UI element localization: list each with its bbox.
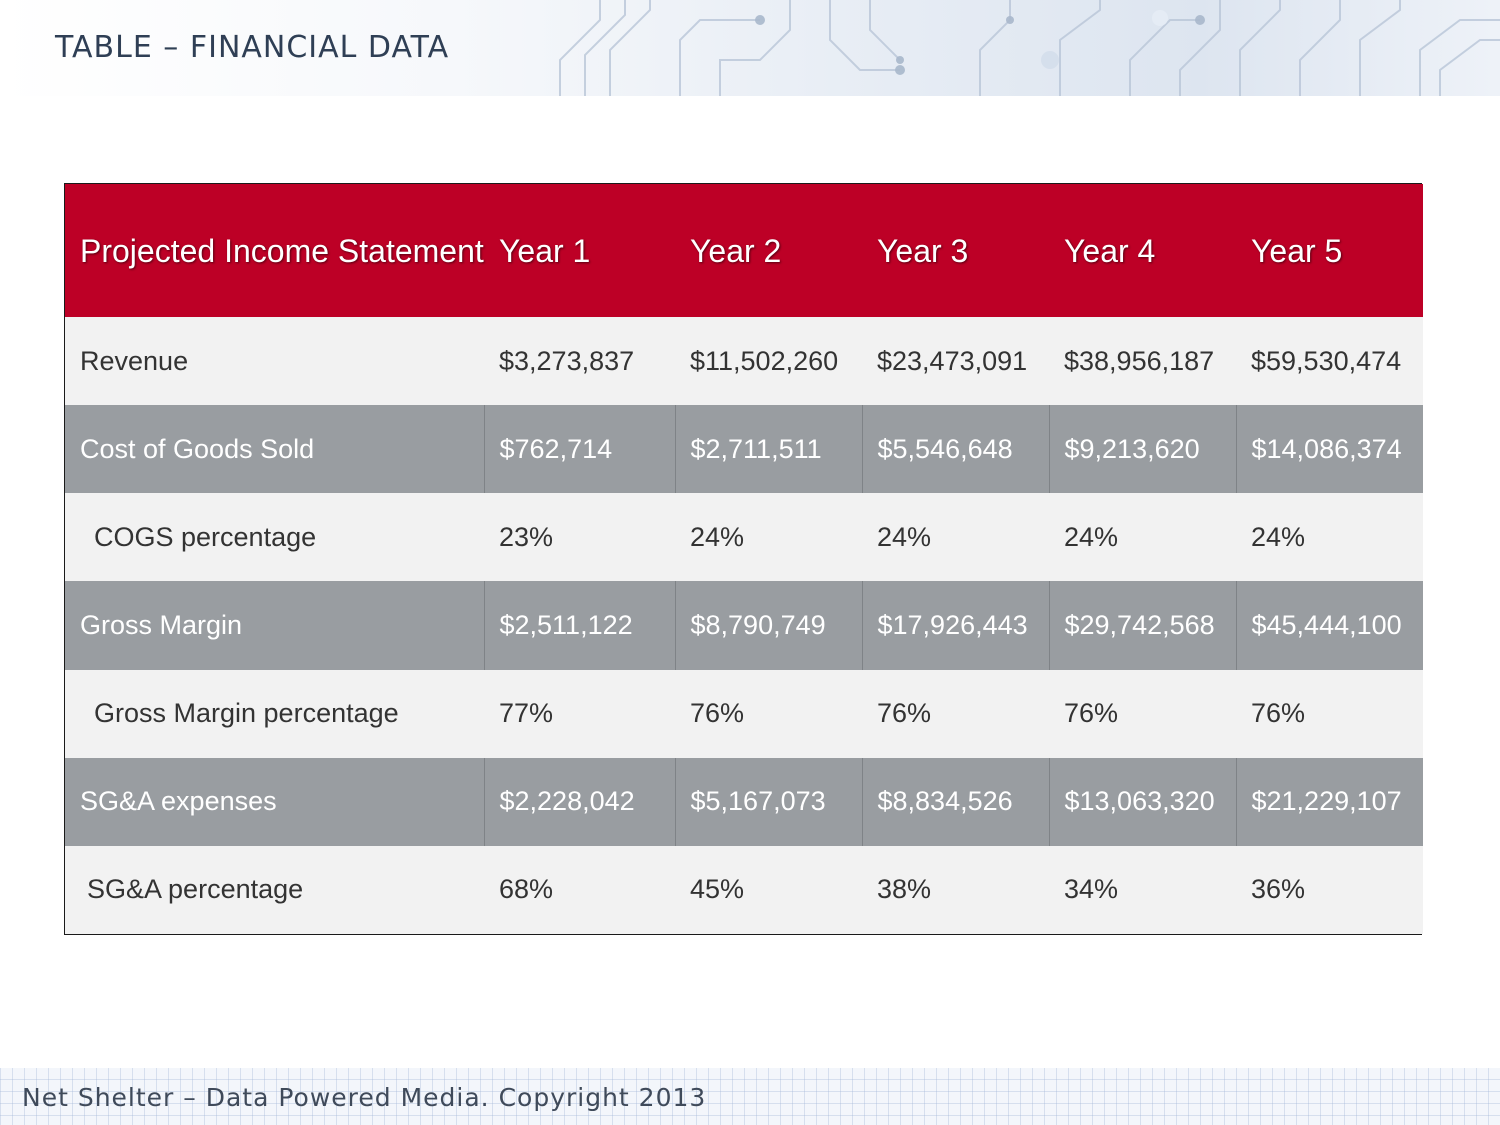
table-cell: $8,834,526 (861, 757, 1049, 846)
footer-copyright: Net Shelter – Data Powered Media. Copyri… (22, 1083, 707, 1112)
table-cell: 34% (1064, 874, 1119, 905)
header-cell-year-5: Year 5 (1251, 232, 1343, 269)
header-band (0, 0, 1500, 96)
table-cell: 45% (690, 874, 745, 905)
table-cell: $9,213,620 (1048, 405, 1236, 494)
circuit-pattern-decoration (559, 0, 1500, 96)
row-label: SG&A expenses (80, 786, 277, 817)
table-cell: $5,546,648 (861, 405, 1049, 494)
table-row-revenue: Revenue $3,273,837 $11,502,260 $23,473,0… (65, 317, 1423, 406)
table-row-sga-expenses: SG&A expenses $2,228,042 $5,167,073 $8,8… (65, 757, 1423, 846)
table-cell: $762,714 (483, 405, 675, 494)
table-row-sga-percentage: SG&A percentage 68% 45% 38% 34% 36% (65, 845, 1423, 934)
table-cell: $2,511,122 (483, 581, 675, 670)
row-label: Revenue (80, 345, 189, 376)
table-cell: $2,711,511 (674, 405, 862, 494)
header-cell-year-3: Year 3 (877, 232, 969, 269)
table-row-cogs-percentage: COGS percentage 23% 24% 24% 24% 24% (65, 493, 1423, 582)
table-row-gross-margin-percentage: Gross Margin percentage 77% 76% 76% 76% … (65, 669, 1423, 758)
header-cell-year-1: Year 1 (499, 232, 591, 269)
table-cell: 36% (1251, 874, 1306, 905)
table-cell: $45,444,100 (1235, 581, 1423, 670)
table-cell: 77% (499, 698, 554, 729)
table-cell: $8,790,749 (674, 581, 862, 670)
table-row-cogs: Cost of Goods Sold $762,714 $2,711,511 $… (65, 405, 1423, 494)
table-cell: 24% (877, 521, 932, 552)
table-cell: 24% (1064, 521, 1119, 552)
table-cell: $13,063,320 (1048, 757, 1236, 846)
table-cell: 76% (1064, 698, 1119, 729)
table-cell: 38% (877, 874, 932, 905)
table-row-gross-margin: Gross Margin $2,511,122 $8,790,749 $17,9… (65, 581, 1423, 670)
slide-title: TABLE – FINANCIAL DATA (55, 30, 450, 65)
table-cell: $11,502,260 (690, 345, 839, 376)
table-cell: $3,273,837 (499, 345, 635, 376)
table-cell: $2,228,042 (483, 757, 675, 846)
table-cell: 68% (499, 874, 554, 905)
table-cell: 76% (1251, 698, 1306, 729)
header-cell-year-4: Year 4 (1064, 232, 1156, 269)
table-cell: 76% (690, 698, 745, 729)
table-cell: 76% (877, 698, 932, 729)
table-cell: $38,956,187 (1064, 345, 1215, 376)
income-statement-table-wrapper: Projected Income Statement Year 1 Year 2… (64, 183, 1423, 935)
row-label: Gross Margin (80, 609, 243, 640)
table-cell: $17,926,443 (861, 581, 1049, 670)
table-cell: $29,742,568 (1048, 581, 1236, 670)
table-cell: 24% (690, 521, 745, 552)
row-label: COGS percentage (94, 521, 317, 552)
table-cell: 23% (499, 521, 554, 552)
income-statement-table: Projected Income Statement Year 1 Year 2… (65, 184, 1423, 934)
table-cell: $59,530,474 (1251, 345, 1402, 376)
row-label: Cost of Goods Sold (80, 433, 315, 464)
table-cell: $23,473,091 (877, 345, 1028, 376)
table-cell: $5,167,073 (674, 757, 862, 846)
table-cell: $21,229,107 (1235, 757, 1423, 846)
table-cell: $14,086,374 (1235, 405, 1423, 494)
row-label: Gross Margin percentage (94, 698, 399, 729)
footer-band (0, 1068, 1500, 1125)
table-cell: 24% (1251, 521, 1306, 552)
row-label: SG&A percentage (87, 874, 304, 905)
header-cell-title: Projected Income Statement (80, 232, 484, 269)
header-cell-year-2: Year 2 (690, 232, 782, 269)
table-header-row: Projected Income Statement Year 1 Year 2… (65, 184, 1423, 317)
